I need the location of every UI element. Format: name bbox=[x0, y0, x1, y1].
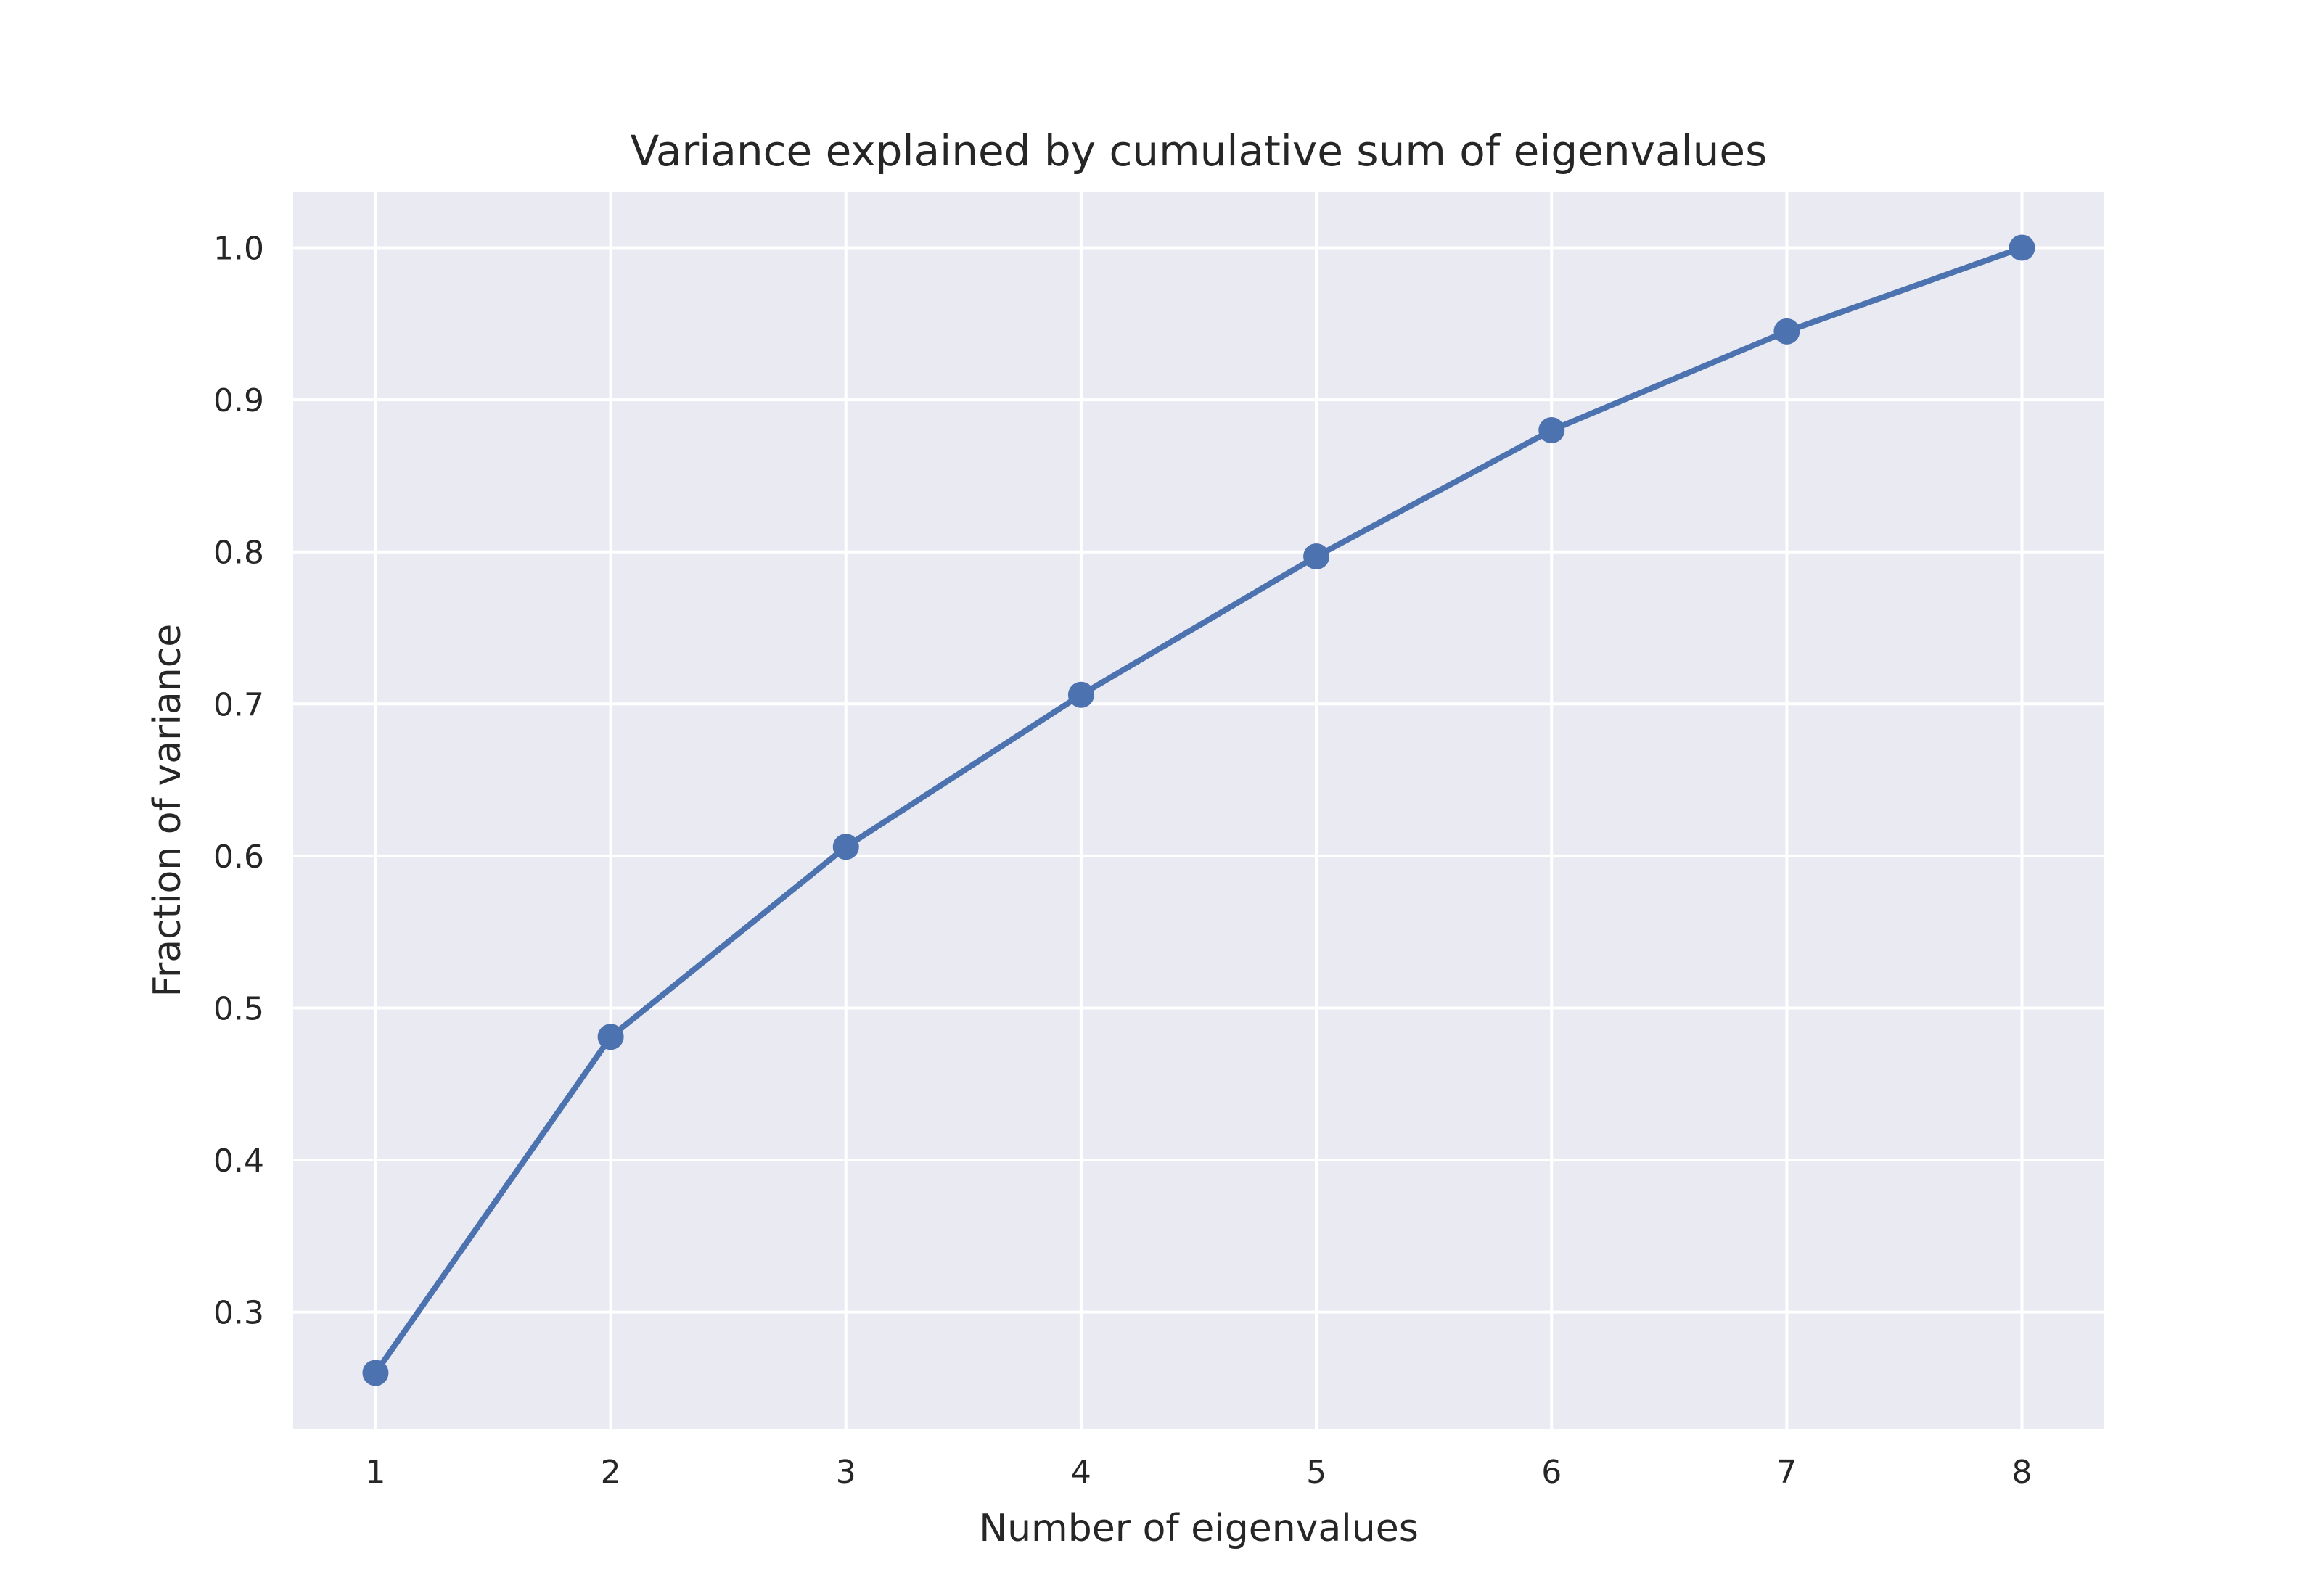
y-tick-label: 0.4 bbox=[213, 1143, 264, 1180]
y-tick-label: 0.7 bbox=[213, 686, 264, 723]
x-tick-label: 6 bbox=[1541, 1454, 1562, 1491]
x-tick-label: 4 bbox=[1071, 1454, 1091, 1491]
y-gridlines bbox=[293, 246, 2104, 1314]
y-tick-label: 1.0 bbox=[213, 231, 264, 268]
x-gridlines bbox=[374, 192, 2024, 1429]
data-point bbox=[1773, 318, 1800, 345]
x-tick-label: 2 bbox=[601, 1454, 621, 1491]
data-point bbox=[1303, 543, 1330, 569]
y-tick-label: 0.6 bbox=[213, 839, 264, 876]
x-tick-label: 3 bbox=[836, 1454, 856, 1491]
data-point bbox=[832, 834, 859, 860]
y-tick-labels: 0.3 0.4 0.5 0.6 0.7 0.8 0.9 1.0 bbox=[213, 231, 264, 1332]
data-point bbox=[362, 1360, 389, 1386]
x-tick-labels: 1 2 3 4 5 6 7 8 bbox=[365, 1454, 2032, 1491]
x-tick-label: 7 bbox=[1776, 1454, 1797, 1491]
y-axis-label: Fraction of variance bbox=[146, 624, 189, 998]
data-point bbox=[1067, 681, 1094, 708]
series-line bbox=[372, 244, 2025, 1376]
series-group bbox=[362, 234, 2035, 1386]
x-tick-label: 5 bbox=[1306, 1454, 1326, 1491]
x-tick-label: 8 bbox=[2012, 1454, 2032, 1491]
data-point bbox=[2009, 234, 2035, 261]
data-point bbox=[597, 1024, 624, 1050]
plot-area bbox=[293, 192, 2104, 1429]
x-axis-label: Number of eigenvalues bbox=[979, 1507, 1419, 1550]
y-tick-label: 0.9 bbox=[213, 382, 264, 419]
data-point bbox=[1538, 417, 1565, 444]
x-tick-label: 1 bbox=[365, 1454, 385, 1491]
chart-title: Variance explained by cumulative sum of … bbox=[631, 126, 1768, 176]
y-tick-label: 0.3 bbox=[213, 1295, 264, 1332]
y-tick-label: 0.5 bbox=[213, 990, 264, 1027]
y-tick-label: 0.8 bbox=[213, 535, 264, 572]
